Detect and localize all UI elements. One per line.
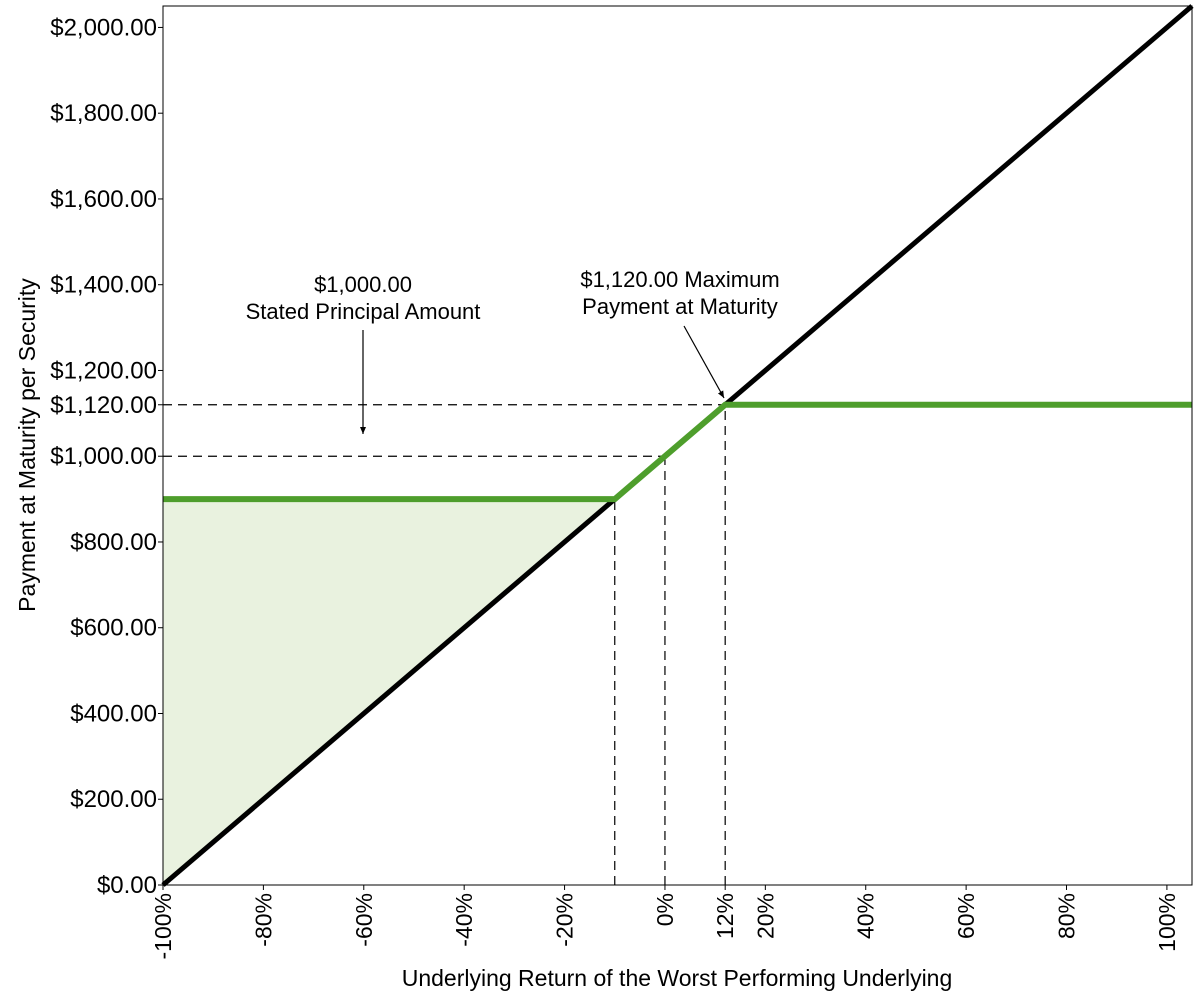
y-tick-label: $1,120.00 <box>50 392 157 419</box>
y-tick-label: $1,200.00 <box>50 357 157 384</box>
x-tick-label: 60% <box>953 893 979 939</box>
x-tick-label: -100% <box>150 893 176 959</box>
annotation-text: Stated Principal Amount <box>246 299 481 324</box>
y-tick-label: $0.00 <box>97 872 157 899</box>
x-tick-label: 0% <box>652 893 678 926</box>
annotation-text: Payment at Maturity <box>582 294 778 319</box>
y-tick-label: $800.00 <box>70 529 157 556</box>
y-tick-label: $1,000.00 <box>50 443 157 470</box>
x-tick-label: -60% <box>351 893 377 947</box>
x-tick-label: 80% <box>1054 893 1080 939</box>
plot-frame <box>162 5 1193 886</box>
y-tick-label: $1,800.00 <box>50 100 157 127</box>
y-axis-title: Payment at Maturity per Security <box>14 278 40 612</box>
y-tick-label: $2,000.00 <box>50 14 157 41</box>
annotation-text: $1,120.00 Maximum <box>580 267 779 292</box>
x-tick-label: 40% <box>853 893 879 939</box>
x-axis-title: Underlying Return of the Worst Performin… <box>402 965 953 991</box>
y-tick-label: $400.00 <box>70 700 157 727</box>
y-tick-label: $1,400.00 <box>50 272 157 299</box>
x-tick-label: -20% <box>552 893 578 947</box>
y-tick-label: $200.00 <box>70 786 157 813</box>
x-tick-label: 100% <box>1154 893 1180 952</box>
x-tick-label: -80% <box>250 893 276 947</box>
y-tick-label: $600.00 <box>70 615 157 642</box>
x-tick-label: 12% <box>712 893 738 939</box>
annotation-arrow <box>683 325 725 399</box>
annotation-text: $1,000.00 <box>314 272 412 297</box>
x-tick-label: -40% <box>451 893 477 947</box>
x-tick-label: 20% <box>752 893 778 939</box>
series-line <box>163 401 1192 503</box>
y-tick-label: $1,600.00 <box>50 186 157 213</box>
